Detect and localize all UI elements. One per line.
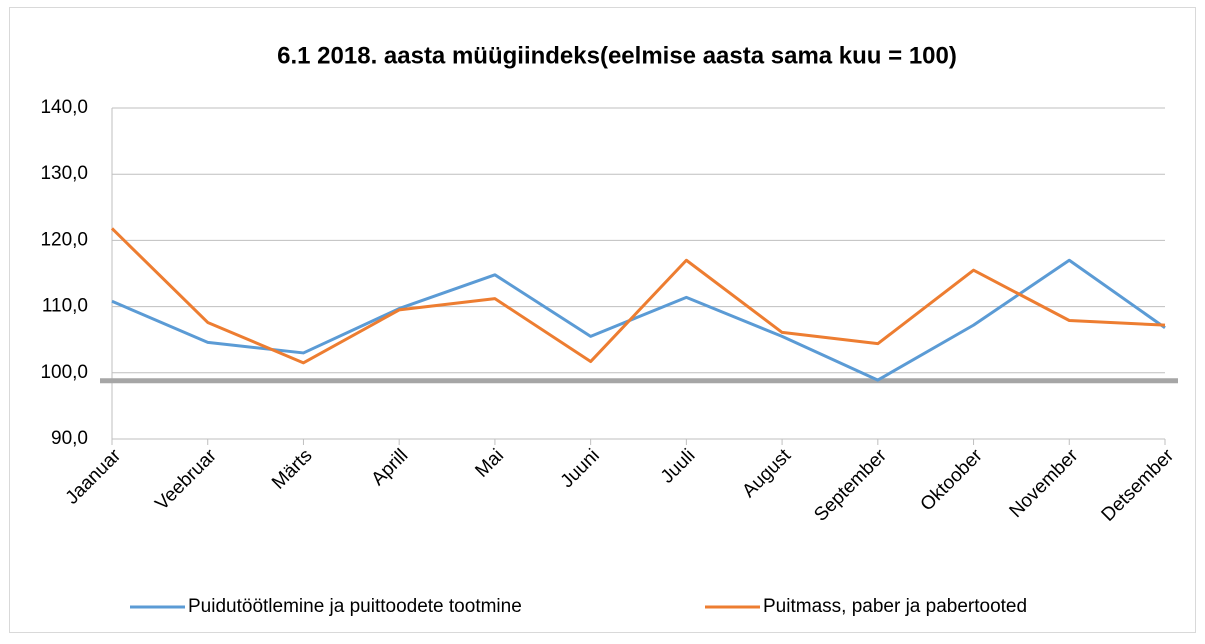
y-tick-label: 130,0	[40, 163, 88, 184]
y-tick-label: 120,0	[40, 229, 88, 250]
series-line	[110, 227, 1166, 365]
y-tick-label: 90,0	[51, 428, 88, 449]
y-tick-label: 100,0	[40, 362, 88, 383]
y-tick-label: 140,0	[40, 97, 88, 118]
chart-border	[9, 7, 1196, 633]
series-line	[111, 258, 1166, 382]
legend-label: Puidutöötlemine ja puittoodete tootmine	[188, 596, 522, 617]
legend-label: Puitmass, paber ja pabertooted	[763, 596, 1027, 617]
chart-title: 6.1 2018. aasta müügiindeks(eelmise aast…	[277, 42, 957, 69]
y-tick-label: 110,0	[42, 296, 88, 317]
